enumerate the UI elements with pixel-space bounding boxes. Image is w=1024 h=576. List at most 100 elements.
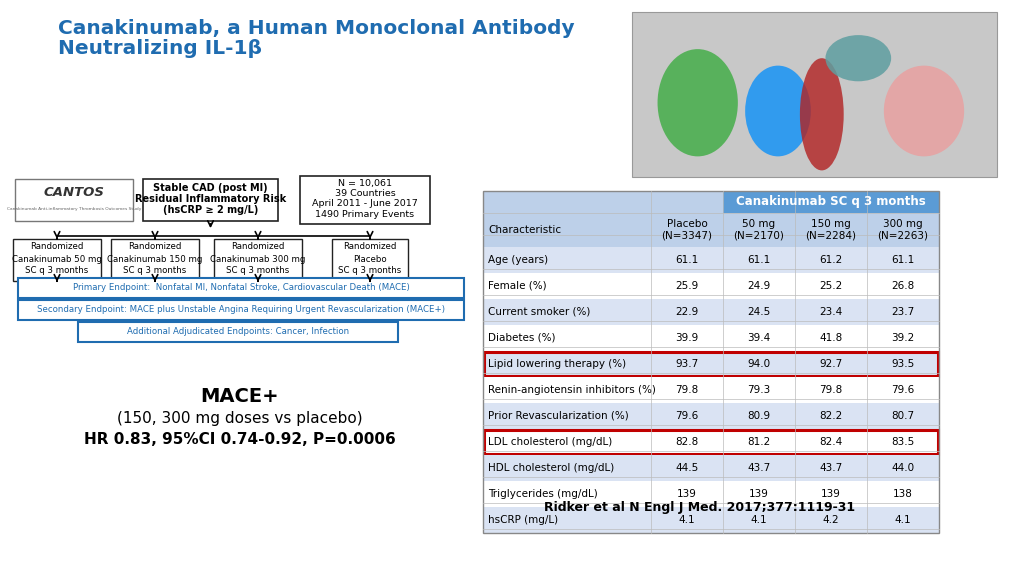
FancyBboxPatch shape: [300, 176, 430, 224]
Text: HR 0.83, 95%CI 0.74-0.92, P=0.0006: HR 0.83, 95%CI 0.74-0.92, P=0.0006: [84, 433, 396, 448]
Text: Stable CAD (post MI): Stable CAD (post MI): [154, 183, 268, 193]
Bar: [483, 403, 939, 429]
Text: 150 mg
(N=2284): 150 mg (N=2284): [806, 219, 856, 241]
Text: 44.0: 44.0: [892, 463, 914, 473]
Text: 80.7: 80.7: [892, 411, 914, 421]
Text: 26.8: 26.8: [891, 281, 914, 291]
Text: Secondary Endpoint: MACE plus Unstable Angina Requiring Urgent Revascularization: Secondary Endpoint: MACE plus Unstable A…: [37, 305, 445, 314]
Text: 139: 139: [750, 489, 769, 499]
Bar: [483, 213, 939, 247]
Text: Canakinumab 300 mg: Canakinumab 300 mg: [210, 255, 306, 264]
Bar: [483, 191, 939, 533]
Text: 24.9: 24.9: [748, 281, 771, 291]
Text: 79.6: 79.6: [891, 385, 914, 395]
FancyBboxPatch shape: [111, 239, 199, 281]
Text: 61.1: 61.1: [676, 255, 698, 265]
Text: Neutralizing IL-1β: Neutralizing IL-1β: [58, 39, 262, 58]
Text: Triglycerides (mg/dL): Triglycerides (mg/dL): [488, 489, 598, 499]
Text: 79.3: 79.3: [748, 385, 771, 395]
Text: Additional Adjudicated Endpoints: Cancer, Infection: Additional Adjudicated Endpoints: Cancer…: [127, 328, 349, 336]
Bar: [483, 481, 939, 507]
Text: SC q 3 months: SC q 3 months: [226, 267, 290, 275]
Text: 79.8: 79.8: [676, 385, 698, 395]
Text: HDL cholesterol (mg/dL): HDL cholesterol (mg/dL): [488, 463, 614, 473]
Text: hsCRP (mg/L): hsCRP (mg/L): [488, 515, 558, 525]
Text: 81.2: 81.2: [748, 437, 771, 447]
Text: Canakinumab SC q 3 months: Canakinumab SC q 3 months: [736, 195, 926, 209]
Text: Placebo
(N=3347): Placebo (N=3347): [662, 219, 713, 241]
FancyBboxPatch shape: [18, 278, 464, 298]
Bar: [484, 352, 938, 376]
Text: 93.5: 93.5: [891, 359, 914, 369]
Text: Canakinumab, a Human Monoclonal Antibody: Canakinumab, a Human Monoclonal Antibody: [58, 18, 574, 37]
Text: Diabetes (%): Diabetes (%): [488, 333, 555, 343]
Text: MACE+: MACE+: [201, 386, 280, 406]
Text: LDL cholesterol (mg/dL): LDL cholesterol (mg/dL): [488, 437, 612, 447]
Text: N = 10,061: N = 10,061: [338, 179, 392, 188]
Text: 139: 139: [821, 489, 841, 499]
Text: 39.2: 39.2: [891, 333, 914, 343]
Text: 61.1: 61.1: [748, 255, 771, 265]
Text: 83.5: 83.5: [891, 437, 914, 447]
Bar: [483, 191, 939, 213]
Text: 43.7: 43.7: [819, 463, 843, 473]
Text: Age (years): Age (years): [488, 255, 548, 265]
Text: Randomized: Randomized: [231, 242, 285, 251]
Text: 300 mg
(N=2263): 300 mg (N=2263): [878, 219, 929, 241]
Text: Renin-angiotensin inhibitors (%): Renin-angiotensin inhibitors (%): [488, 385, 656, 395]
Text: 4.1: 4.1: [895, 515, 911, 525]
Text: 82.4: 82.4: [819, 437, 843, 447]
Text: SC q 3 months: SC q 3 months: [338, 267, 401, 275]
Bar: [483, 299, 939, 325]
Text: 82.8: 82.8: [676, 437, 698, 447]
Text: Prior Revascularization (%): Prior Revascularization (%): [488, 411, 629, 421]
Text: 39.9: 39.9: [676, 333, 698, 343]
Bar: [483, 247, 939, 273]
Text: 79.6: 79.6: [676, 411, 698, 421]
Text: Residual Inflammatory Risk: Residual Inflammatory Risk: [135, 194, 286, 204]
Text: Canakinumab Anti-inflammatory Thrombosis Outcomes Study: Canakinumab Anti-inflammatory Thrombosis…: [7, 207, 141, 211]
Ellipse shape: [657, 49, 738, 156]
FancyBboxPatch shape: [18, 300, 464, 320]
Text: Canakinumab 50 mg: Canakinumab 50 mg: [12, 255, 102, 264]
Text: 79.8: 79.8: [819, 385, 843, 395]
Text: Canakinumab 150 mg: Canakinumab 150 mg: [108, 255, 203, 264]
Bar: [483, 429, 939, 455]
Text: 61.1: 61.1: [891, 255, 914, 265]
Bar: [483, 455, 939, 481]
Text: April 2011 - June 2017: April 2011 - June 2017: [312, 199, 418, 209]
Text: 41.8: 41.8: [819, 333, 843, 343]
Text: 94.0: 94.0: [748, 359, 771, 369]
Bar: [723, 191, 939, 213]
FancyBboxPatch shape: [15, 179, 133, 221]
Text: Randomized: Randomized: [128, 242, 181, 251]
Bar: [632, 12, 997, 177]
FancyBboxPatch shape: [214, 239, 302, 281]
Text: 39.4: 39.4: [748, 333, 771, 343]
Text: 24.5: 24.5: [748, 307, 771, 317]
Text: 50 mg
(N=2170): 50 mg (N=2170): [733, 219, 784, 241]
Text: 4.2: 4.2: [822, 515, 840, 525]
Text: 25.2: 25.2: [819, 281, 843, 291]
Text: Lipid lowering therapy (%): Lipid lowering therapy (%): [488, 359, 626, 369]
Text: Characteristic: Characteristic: [488, 225, 561, 235]
Text: 61.2: 61.2: [819, 255, 843, 265]
Text: 139: 139: [677, 489, 697, 499]
Text: CANTOS: CANTOS: [44, 186, 104, 199]
Bar: [483, 507, 939, 533]
Text: Primary Endpoint:  Nonfatal MI, Nonfatal Stroke, Cardiovascular Death (MACE): Primary Endpoint: Nonfatal MI, Nonfatal …: [73, 283, 410, 293]
Text: 138: 138: [893, 489, 913, 499]
Text: Female (%): Female (%): [488, 281, 547, 291]
Text: Current smoker (%): Current smoker (%): [488, 307, 591, 317]
Text: 44.5: 44.5: [676, 463, 698, 473]
Text: Placebo: Placebo: [353, 255, 387, 264]
Text: 93.7: 93.7: [676, 359, 698, 369]
Text: 43.7: 43.7: [748, 463, 771, 473]
Ellipse shape: [800, 58, 844, 170]
Text: Ridker et al N Engl J Med. 2017;377:1119-31: Ridker et al N Engl J Med. 2017;377:1119…: [545, 502, 856, 514]
Text: 82.2: 82.2: [819, 411, 843, 421]
Bar: [483, 325, 939, 351]
Text: 23.7: 23.7: [891, 307, 914, 317]
Text: 23.4: 23.4: [819, 307, 843, 317]
Text: 39 Countries: 39 Countries: [335, 190, 395, 198]
